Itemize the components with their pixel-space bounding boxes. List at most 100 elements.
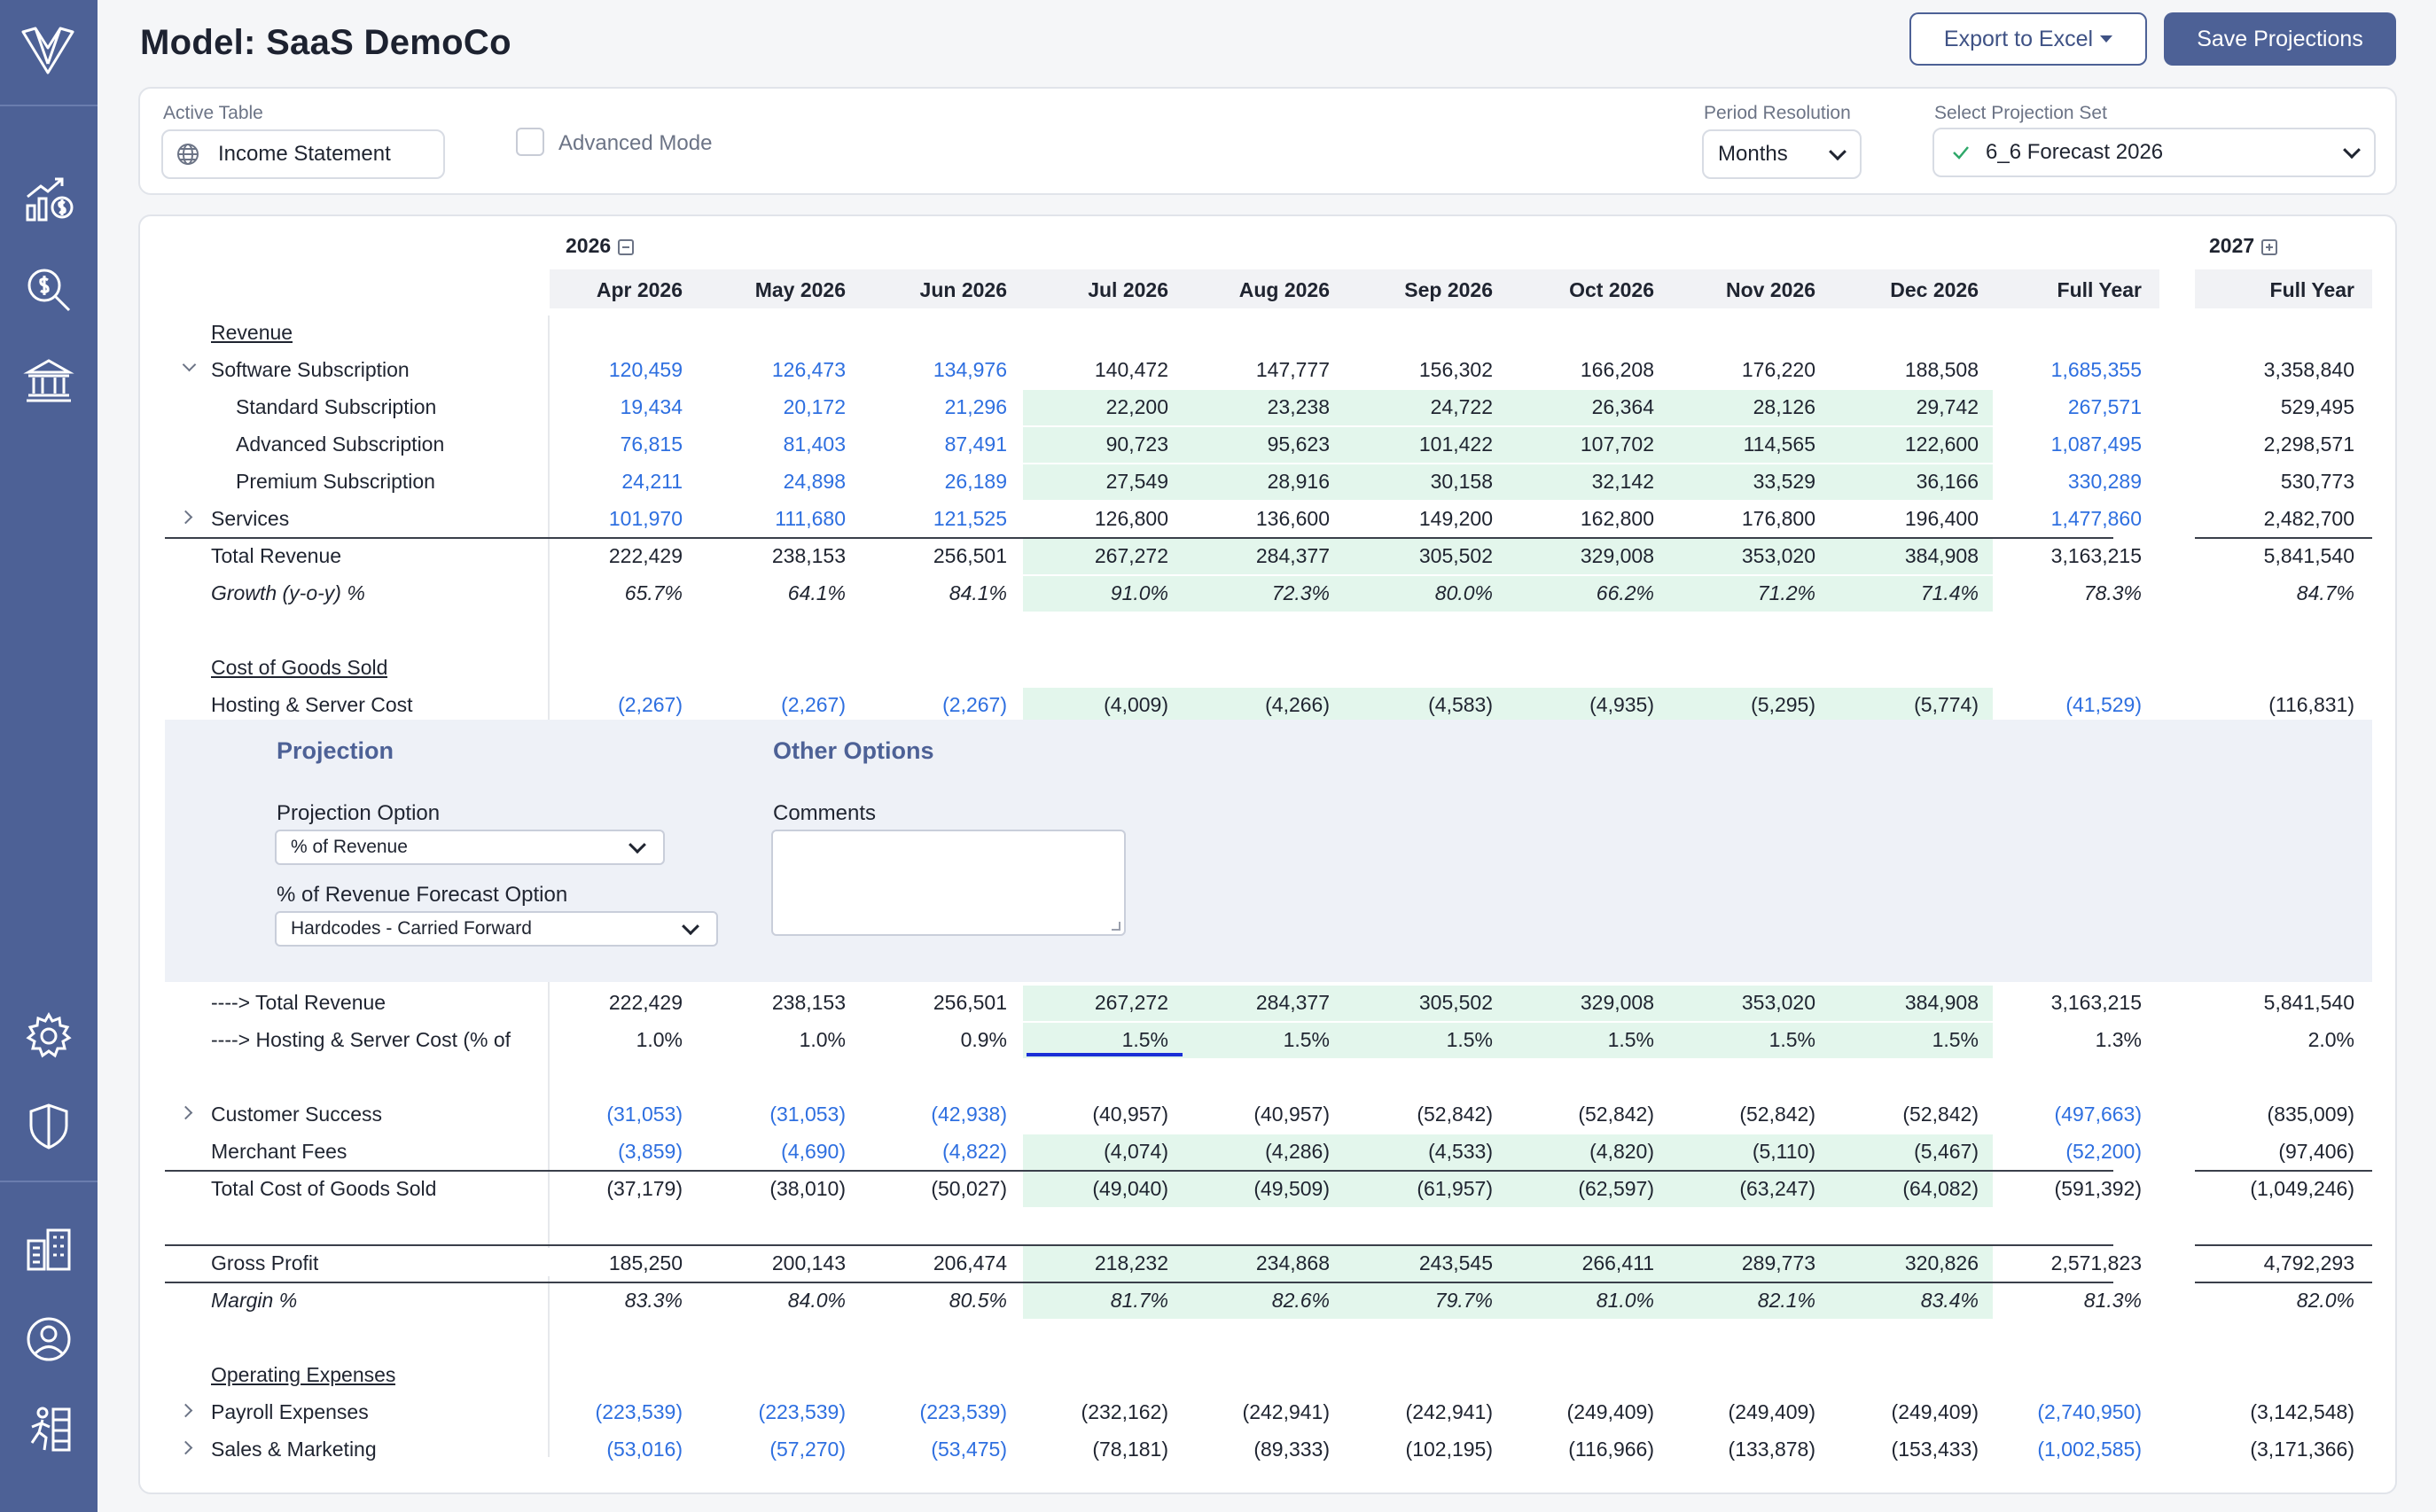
table-cell[interactable]: 71.4% xyxy=(1920,581,1979,604)
table-cell[interactable]: 284,377 xyxy=(1255,544,1330,567)
table-cell[interactable]: (52,842) xyxy=(1578,1103,1654,1126)
chevron-right-icon[interactable] xyxy=(178,1105,193,1120)
table-cell[interactable]: 82.1% xyxy=(1757,1289,1815,1312)
row-label[interactable]: Customer Success xyxy=(211,1103,383,1126)
table-cell[interactable]: 101,422 xyxy=(1418,433,1493,456)
table-cell[interactable]: (4,266) xyxy=(1265,693,1330,716)
table-cell[interactable]: (5,110) xyxy=(1752,1140,1815,1163)
table-cell[interactable]: 305,502 xyxy=(1418,991,1493,1014)
year-2026-header[interactable]: 2026 xyxy=(566,234,635,258)
table-cell[interactable]: 26,364 xyxy=(1591,395,1654,418)
table-cell[interactable]: (62,597) xyxy=(1578,1177,1654,1200)
year-2027-header[interactable]: 2027 xyxy=(2209,234,2278,258)
table-cell[interactable]: (64,082) xyxy=(1902,1177,1979,1200)
chevron-down-icon[interactable] xyxy=(182,357,197,372)
table-cell[interactable]: 83.4% xyxy=(1920,1289,1979,1312)
table-cell[interactable]: 329,008 xyxy=(1580,991,1654,1014)
table-cell[interactable]: (4,820) xyxy=(1589,1140,1654,1163)
table-cell[interactable]: (133,878) xyxy=(1728,1438,1815,1461)
table-cell[interactable]: (4,583) xyxy=(1428,693,1493,716)
table-cell[interactable]: (61,957) xyxy=(1417,1177,1493,1200)
table-cell[interactable]: 30,158 xyxy=(1430,470,1493,493)
table-cell[interactable]: 267,272 xyxy=(1094,991,1168,1014)
table-cell[interactable]: 90,723 xyxy=(1105,433,1168,456)
table-cell[interactable]: (40,957) xyxy=(1253,1103,1330,1126)
table-cell[interactable]: 234,868 xyxy=(1255,1251,1330,1274)
table-cell[interactable]: (78,181) xyxy=(1092,1438,1168,1461)
table-cell[interactable]: 176,220 xyxy=(1741,358,1815,381)
chevron-right-icon[interactable] xyxy=(178,1403,193,1418)
comments-textarea[interactable] xyxy=(771,830,1126,936)
table-cell[interactable]: 188,508 xyxy=(1904,358,1979,381)
table-cell[interactable]: 1.5% xyxy=(1932,1028,1979,1051)
search-dollar-icon[interactable] xyxy=(20,261,78,319)
table-cell[interactable]: 24,722 xyxy=(1430,395,1493,418)
table-cell[interactable]: (242,941) xyxy=(1242,1400,1330,1423)
table-cell[interactable]: 1.5% xyxy=(1446,1028,1493,1051)
projection-set-select[interactable]: 6_6 Forecast 2026 xyxy=(1932,128,2376,177)
table-cell[interactable]: 32,142 xyxy=(1591,470,1654,493)
table-cell[interactable]: 81.7% xyxy=(1110,1289,1168,1312)
table-cell[interactable]: 218,232 xyxy=(1094,1251,1168,1274)
table-cell[interactable]: 27,549 xyxy=(1105,470,1168,493)
shield-icon[interactable] xyxy=(20,1097,78,1156)
table-cell[interactable]: 28,916 xyxy=(1267,470,1330,493)
collapse-icon[interactable] xyxy=(618,238,635,255)
table-cell[interactable]: 79.7% xyxy=(1434,1289,1493,1312)
logo-icon[interactable] xyxy=(16,19,80,83)
buildings-icon[interactable] xyxy=(20,1220,78,1278)
row-label[interactable]: Software Subscription xyxy=(211,358,410,381)
table-cell[interactable]: 267,272 xyxy=(1094,544,1168,567)
table-cell[interactable]: 126,800 xyxy=(1094,507,1168,530)
table-cell[interactable]: 95,623 xyxy=(1267,433,1330,456)
table-cell[interactable]: (4,935) xyxy=(1589,693,1654,716)
table-cell[interactable]: (49,040) xyxy=(1092,1177,1168,1200)
user-icon[interactable] xyxy=(20,1310,78,1368)
table-cell[interactable]: 107,702 xyxy=(1580,433,1654,456)
table-cell[interactable]: 82.6% xyxy=(1271,1289,1330,1312)
runner-icon[interactable] xyxy=(20,1400,78,1459)
period-resolution-select[interactable]: Months xyxy=(1702,129,1862,179)
table-cell[interactable]: 36,166 xyxy=(1916,470,1979,493)
table-cell[interactable]: 176,800 xyxy=(1741,507,1815,530)
table-cell[interactable]: 1.5% xyxy=(1121,1028,1168,1051)
table-cell[interactable]: 149,200 xyxy=(1418,507,1493,530)
chevron-right-icon[interactable] xyxy=(178,1440,193,1455)
save-projections-button[interactable]: Save Projections xyxy=(2164,12,2396,66)
table-cell[interactable]: (49,509) xyxy=(1253,1177,1330,1200)
forecast-option-select[interactable]: Hardcodes - Carried Forward xyxy=(275,911,718,947)
table-cell[interactable]: 22,200 xyxy=(1105,395,1168,418)
bank-icon[interactable] xyxy=(20,351,78,409)
export-to-excel-button[interactable]: Export to Excel xyxy=(1909,12,2147,66)
table-cell[interactable]: 305,502 xyxy=(1418,544,1493,567)
table-cell[interactable]: 91.0% xyxy=(1110,581,1168,604)
table-cell[interactable]: 72.3% xyxy=(1271,581,1330,604)
chevron-right-icon[interactable] xyxy=(178,510,193,525)
table-cell[interactable]: 28,126 xyxy=(1753,395,1815,418)
table-cell[interactable]: 196,400 xyxy=(1904,507,1979,530)
table-cell[interactable]: 353,020 xyxy=(1741,991,1815,1014)
table-cell[interactable]: 147,777 xyxy=(1255,358,1330,381)
table-cell[interactable]: (52,842) xyxy=(1902,1103,1979,1126)
row-label[interactable]: Payroll Expenses xyxy=(211,1400,369,1423)
table-cell[interactable]: 1.5% xyxy=(1607,1028,1654,1051)
table-cell[interactable]: 284,377 xyxy=(1255,991,1330,1014)
table-cell[interactable]: 71.2% xyxy=(1757,581,1815,604)
table-cell[interactable]: 140,472 xyxy=(1094,358,1168,381)
table-cell[interactable]: (249,409) xyxy=(1891,1400,1979,1423)
table-cell[interactable]: (89,333) xyxy=(1253,1438,1330,1461)
table-cell[interactable]: 289,773 xyxy=(1741,1251,1815,1274)
table-cell[interactable]: (52,842) xyxy=(1417,1103,1493,1126)
active-table-select[interactable]: Income Statement xyxy=(161,129,445,179)
table-cell[interactable]: 23,238 xyxy=(1267,395,1330,418)
table-cell[interactable]: 384,908 xyxy=(1904,544,1979,567)
table-cell[interactable]: (5,295) xyxy=(1751,693,1815,716)
table-cell[interactable]: 162,800 xyxy=(1580,507,1654,530)
table-cell[interactable]: (249,409) xyxy=(1566,1400,1654,1423)
table-cell[interactable]: 81.0% xyxy=(1596,1289,1654,1312)
table-cell[interactable]: (232,162) xyxy=(1081,1400,1168,1423)
table-cell[interactable]: 80.0% xyxy=(1434,581,1493,604)
expand-icon[interactable] xyxy=(2261,238,2278,255)
table-cell[interactable]: (116,966) xyxy=(1568,1438,1654,1461)
table-cell[interactable]: 320,826 xyxy=(1904,1251,1979,1274)
